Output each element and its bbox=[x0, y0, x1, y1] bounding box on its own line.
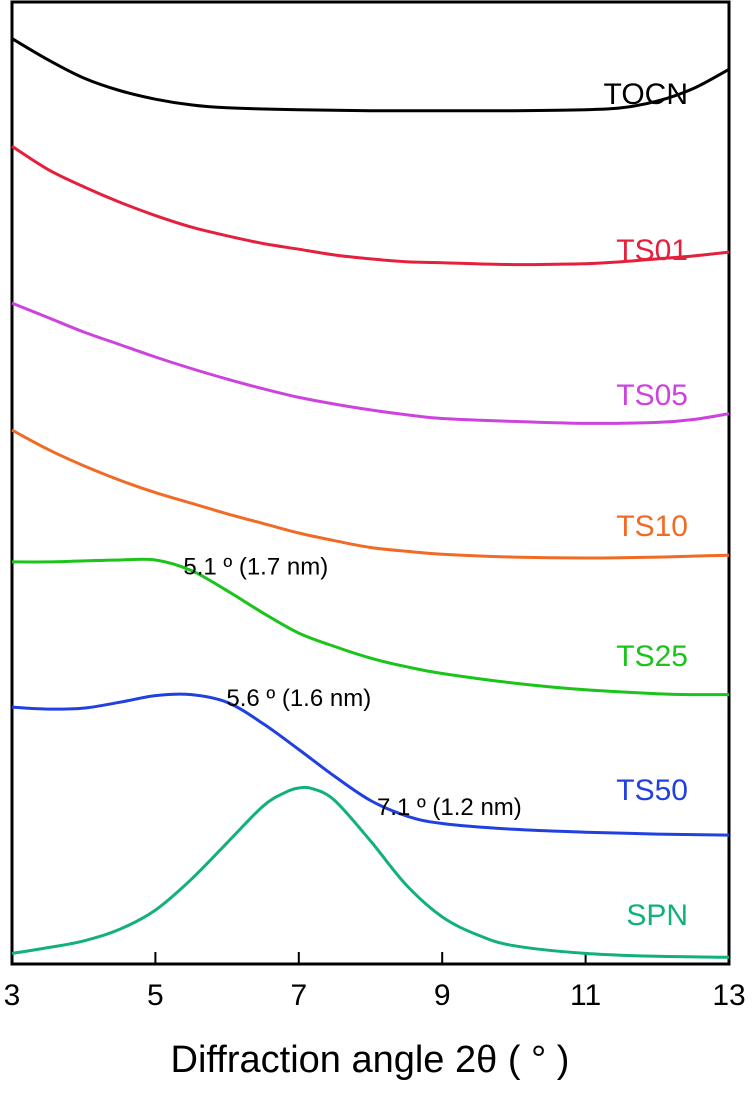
x-axis-tick-labels: 3 5 7 9 11 13 bbox=[4, 979, 746, 1012]
series-label-ts50: TS50 bbox=[616, 774, 688, 807]
x-tick-label: 7 bbox=[290, 979, 307, 1012]
series-label-ts25: TS25 bbox=[616, 640, 688, 673]
peak-annotation: 7.1 º (1.2 nm) bbox=[377, 794, 522, 821]
series-lines bbox=[11, 37, 730, 959]
x-tick-label: 13 bbox=[712, 979, 745, 1012]
series-line-ts10 bbox=[11, 428, 730, 560]
peak-annotation: 5.1 º (1.7 nm) bbox=[183, 553, 328, 580]
series-label-spn: SPN bbox=[626, 899, 688, 932]
plot-area-frame bbox=[10, 0, 731, 966]
series-line-ts50 bbox=[11, 692, 730, 837]
series-label-tocn: TOCN bbox=[604, 78, 688, 111]
x-tick-label: 9 bbox=[434, 979, 451, 1012]
peak-annotation: 5.6 º (1.6 nm) bbox=[226, 685, 371, 712]
series-label-ts10: TS10 bbox=[616, 510, 688, 543]
x-tick-label: 3 bbox=[4, 979, 21, 1012]
series-line-spn bbox=[11, 785, 730, 959]
series-line-ts01 bbox=[11, 145, 730, 267]
x-axis-ticks bbox=[11, 952, 730, 964]
x-tick-label: 5 bbox=[147, 979, 164, 1012]
x-axis-label: Diffraction angle 2θ ( ° ) bbox=[171, 1039, 570, 1081]
series-labels: TOCN TS01 TS05 TS10 TS25 TS50 SPN bbox=[604, 78, 688, 932]
x-tick-label: 11 bbox=[570, 979, 601, 1012]
series-label-ts01: TS01 bbox=[616, 234, 688, 267]
peak-annotations: 5.1 º (1.7 nm) 5.6 º (1.6 nm) 7.1 º (1.2 n… bbox=[183, 553, 521, 821]
series-line-ts05 bbox=[11, 301, 730, 425]
series-label-ts05: TS05 bbox=[616, 379, 688, 412]
series-line-ts25 bbox=[11, 557, 730, 697]
series-line-tocn bbox=[11, 37, 730, 113]
